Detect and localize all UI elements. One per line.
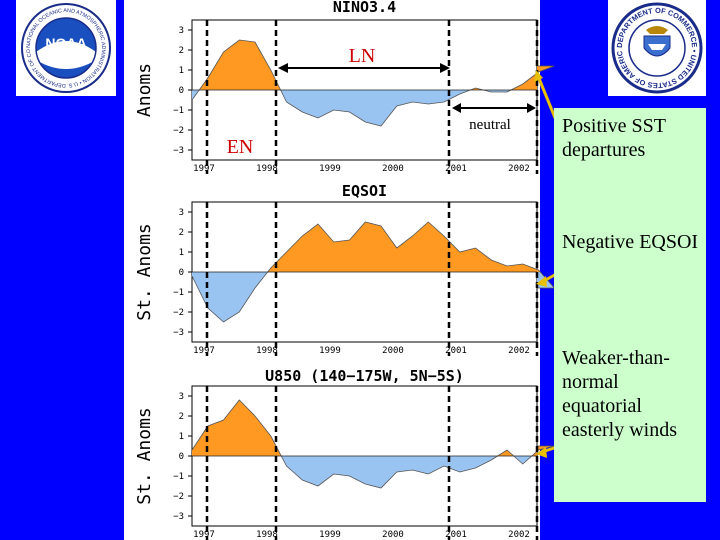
eqsoi-pointer-head: [536, 276, 547, 287]
positive-area: [497, 450, 514, 456]
negative-area: [192, 272, 268, 322]
ln-arrow-left: [278, 63, 288, 73]
y-tick-label: −3: [173, 328, 184, 338]
winds-pointer-head: [536, 447, 547, 458]
positive-area: [192, 400, 282, 456]
y-tick-label: 2: [179, 46, 184, 56]
negative-area: [513, 456, 532, 464]
ln-label-bg: [343, 44, 381, 66]
x-tick-label: 2002: [508, 346, 530, 356]
negative-area: [281, 456, 498, 488]
series-line: [191, 39, 555, 127]
neutral-arrow-left: [452, 103, 461, 113]
y-tick-label: −2: [173, 492, 184, 502]
noaa-logo-text: NOAA: [45, 35, 86, 51]
en-label: EN: [227, 136, 254, 158]
commerce-logo: DEPARTMENT OF COMMERCE • UNITED STATES O…: [605, 0, 706, 96]
y-axis-label: St. Anoms: [134, 223, 155, 321]
y-tick-label: 0: [179, 268, 184, 278]
y-tick-label: 1: [179, 248, 184, 258]
ln-label: LN: [349, 45, 376, 67]
chart-title: EQSOI: [342, 182, 387, 200]
series-line: [191, 221, 556, 323]
y-tick-label: 3: [179, 26, 184, 36]
y-tick-label: 1: [179, 66, 184, 76]
side-note-sst: Positive SST departures: [562, 115, 666, 161]
positive-area: [199, 40, 281, 90]
side-note-eqsoi: Negative EQSOI: [562, 231, 699, 253]
x-tick-label: 2001: [445, 530, 467, 540]
side-notes-box: Positive SST departures Negative EQSOI W…: [554, 108, 706, 502]
y-tick-label: −3: [173, 146, 184, 156]
y-axis-label: Anoms: [134, 63, 155, 117]
x-tick-label: 2000: [382, 164, 404, 174]
y-tick-label: −1: [173, 472, 184, 482]
y-tick-label: −2: [173, 308, 184, 318]
chart-title: NINO3.4: [333, 0, 396, 16]
x-tick-label: 1999: [319, 164, 341, 174]
positive-area: [510, 66, 555, 90]
x-tick-label: 2002: [508, 530, 530, 540]
side-note-winds: Weaker-than-normal equatorial easterly w…: [562, 347, 677, 441]
x-tick-label: 2000: [382, 530, 404, 540]
y-tick-label: 0: [179, 452, 184, 462]
neutral-arrow-right: [527, 103, 536, 113]
y-tick-label: 0: [179, 86, 184, 96]
negative-area: [280, 90, 471, 126]
neutral-label: neutral: [469, 117, 511, 133]
series-line: [191, 399, 555, 489]
positive-area: [267, 222, 541, 272]
ln-arrow-right: [440, 63, 450, 73]
y-tick-label: 3: [179, 208, 184, 218]
x-tick-label: 1999: [319, 346, 341, 356]
x-tick-label: 1998: [256, 164, 278, 174]
x-tick-label: 1997: [193, 164, 215, 174]
y-tick-label: 3: [179, 392, 184, 402]
x-tick-label: 2001: [445, 346, 467, 356]
y-axis-label: St. Anoms: [134, 407, 155, 505]
x-tick-label: 2000: [382, 346, 404, 356]
x-tick-label: 1997: [193, 346, 215, 356]
chart-title: U850 (140−175W, 5N−5S): [265, 367, 464, 385]
x-tick-label: 2002: [508, 164, 530, 174]
y-tick-label: −1: [173, 288, 184, 298]
y-tick-label: −1: [173, 106, 184, 116]
y-tick-label: 2: [179, 412, 184, 422]
y-tick-label: −3: [173, 512, 184, 522]
x-tick-label: 1998: [256, 530, 278, 540]
y-tick-label: 1: [179, 432, 184, 442]
noaa-logo: NATIONAL OCEANIC AND ATMOSPHERIC ADMINIS…: [14, 0, 116, 96]
y-tick-label: 2: [179, 228, 184, 238]
x-tick-label: 2001: [445, 164, 467, 174]
sst-pointer-head: [534, 70, 543, 82]
x-tick-label: 1997: [193, 530, 215, 540]
x-tick-label: 1999: [319, 530, 341, 540]
x-tick-label: 1998: [256, 346, 278, 356]
y-tick-label: −2: [173, 126, 184, 136]
